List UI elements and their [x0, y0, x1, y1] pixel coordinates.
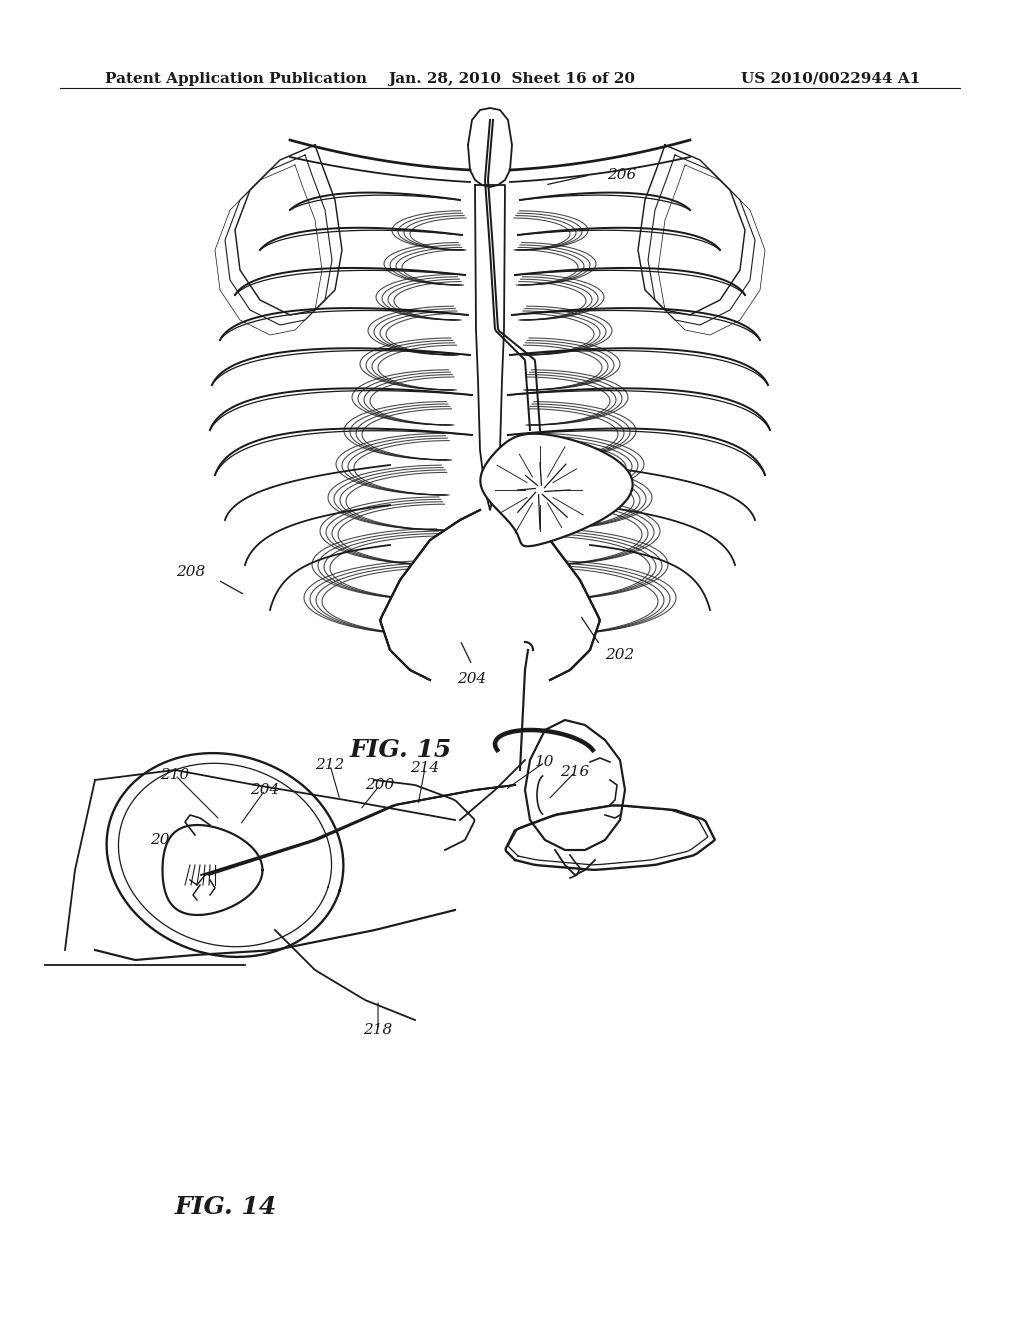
Polygon shape [215, 165, 322, 335]
Text: 204: 204 [251, 783, 280, 797]
Polygon shape [234, 145, 342, 315]
Text: Jan. 28, 2010  Sheet 16 of 20: Jan. 28, 2010 Sheet 16 of 20 [388, 73, 636, 86]
Polygon shape [380, 510, 600, 680]
Text: US 2010/0022944 A1: US 2010/0022944 A1 [740, 73, 920, 86]
Polygon shape [506, 805, 715, 870]
Polygon shape [468, 108, 512, 187]
Polygon shape [163, 825, 262, 915]
Text: 210: 210 [161, 768, 189, 781]
Text: FIG. 14: FIG. 14 [175, 1195, 278, 1218]
Polygon shape [525, 719, 625, 850]
Polygon shape [106, 754, 343, 957]
Polygon shape [638, 145, 745, 315]
Text: 214: 214 [411, 762, 439, 775]
Text: Patent Application Publication: Patent Application Publication [105, 73, 367, 86]
Polygon shape [480, 434, 633, 546]
Polygon shape [475, 185, 505, 510]
Text: 202: 202 [151, 833, 179, 847]
Text: 206: 206 [607, 168, 636, 182]
Text: 212: 212 [315, 758, 345, 772]
Text: FIG. 15: FIG. 15 [350, 738, 453, 762]
Polygon shape [648, 154, 755, 325]
Text: 200: 200 [366, 777, 394, 792]
Polygon shape [225, 154, 332, 325]
Text: 208: 208 [176, 565, 205, 579]
Text: 218: 218 [364, 1023, 392, 1038]
Text: 10: 10 [536, 755, 555, 770]
Polygon shape [658, 165, 765, 335]
Text: 216: 216 [560, 766, 590, 779]
Text: 202: 202 [605, 648, 634, 663]
Text: 204: 204 [458, 672, 486, 686]
